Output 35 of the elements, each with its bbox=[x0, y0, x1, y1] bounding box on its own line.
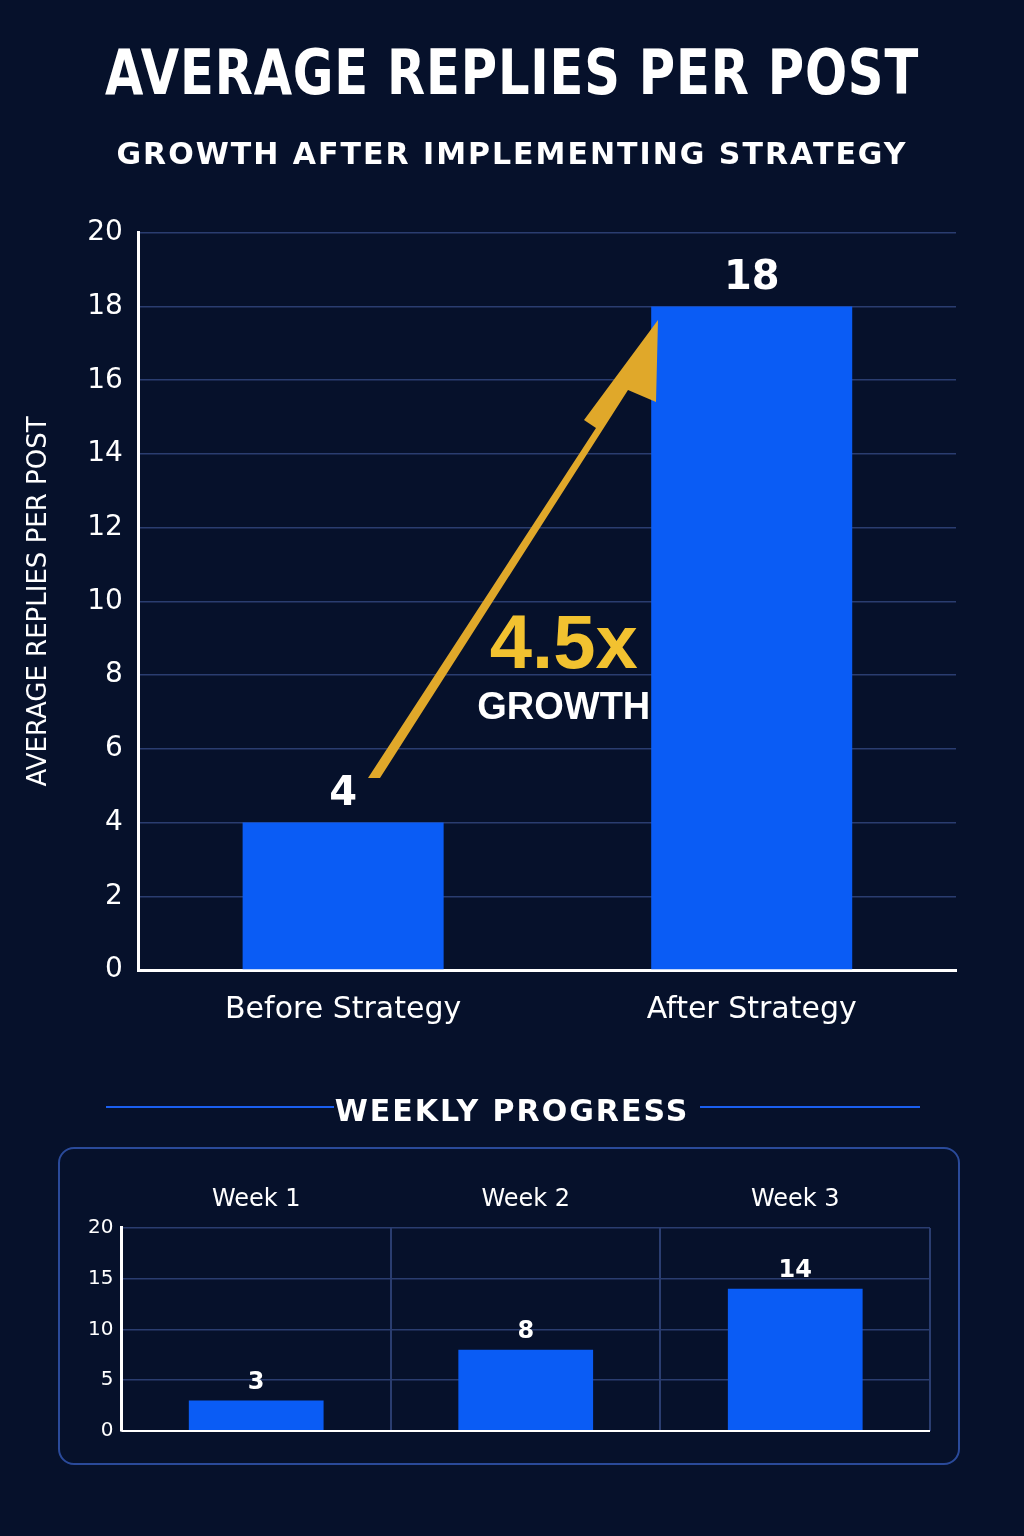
y-tick-label: 0 bbox=[105, 951, 123, 985]
chart-title: WEEKLY PROGRESS bbox=[333, 1093, 691, 1128]
annotation: 4.5x bbox=[489, 598, 638, 684]
y-tick-label: 12 bbox=[87, 508, 123, 542]
y-tick-label: 20 bbox=[87, 214, 123, 248]
chart-title: AVERAGE REPLIES PER POST bbox=[103, 36, 921, 109]
y-tick-label: 20 bbox=[88, 1214, 114, 1238]
x-tick-label: After Strategy bbox=[646, 989, 857, 1025]
y-tick-label: 4 bbox=[105, 803, 123, 837]
x-tick-label: Week 2 bbox=[481, 1183, 571, 1212]
x-tick-label: Before Strategy bbox=[225, 989, 462, 1025]
y-tick-label: 5 bbox=[100, 1366, 114, 1391]
bar bbox=[727, 1288, 863, 1431]
data-label: 4 bbox=[329, 767, 358, 814]
y-tick-label: 2 bbox=[105, 877, 123, 911]
data-label: 18 bbox=[723, 251, 780, 298]
y-tick-label: 10 bbox=[88, 1315, 114, 1340]
chart-subtitle: GROWTH AFTER IMPLEMENTING STRATEGY bbox=[115, 136, 909, 171]
x-tick-label: Week 3 bbox=[750, 1183, 840, 1212]
annotation: GROWTH bbox=[477, 685, 651, 728]
y-tick-label: 15 bbox=[88, 1264, 114, 1289]
y-axis-title: AVERAGE REPLIES PER POST bbox=[22, 416, 53, 787]
data-label: 8 bbox=[517, 1315, 535, 1344]
y-tick-label: 0 bbox=[100, 1417, 114, 1442]
data-label: 3 bbox=[247, 1366, 265, 1395]
bar bbox=[188, 1400, 324, 1431]
bar bbox=[458, 1349, 594, 1431]
y-tick-label: 14 bbox=[87, 435, 123, 469]
x-tick-label: Week 1 bbox=[211, 1183, 301, 1212]
y-tick-label: 8 bbox=[105, 656, 123, 690]
y-tick-label: 16 bbox=[87, 361, 123, 395]
y-tick-label: 6 bbox=[105, 730, 123, 764]
y-tick-label: 10 bbox=[87, 582, 123, 616]
y-tick-label: 18 bbox=[87, 287, 123, 321]
data-label: 14 bbox=[778, 1254, 812, 1283]
